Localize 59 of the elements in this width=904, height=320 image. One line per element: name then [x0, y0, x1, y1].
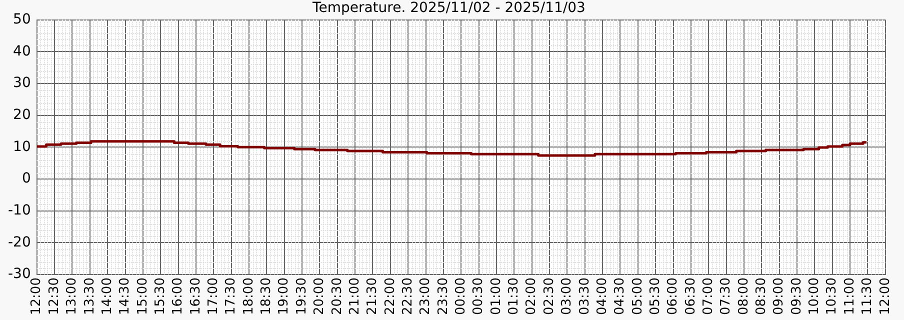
x-tick-label: 10:00 — [807, 278, 822, 316]
x-tick-label: 06:30 — [683, 278, 698, 316]
x-tick-label: 11:00 — [842, 278, 858, 316]
y-tick-label: -10 — [8, 202, 31, 218]
x-tick-label: 06:00 — [666, 278, 681, 316]
x-tick-label: 14:00 — [100, 278, 115, 316]
x-tick-label: 22:00 — [382, 278, 398, 316]
x-tick-label: 16:30 — [188, 278, 204, 316]
x-tick-label: 23:00 — [418, 278, 434, 316]
x-tick-label: 19:30 — [294, 278, 310, 316]
x-tick-label: 20:30 — [330, 278, 345, 316]
x-tick-label: 04:00 — [594, 278, 610, 316]
y-tick-label: 20 — [13, 106, 31, 123]
x-tick-label: 09:00 — [772, 278, 787, 316]
x-tick-label: 14:30 — [118, 278, 133, 316]
x-tick-label: 15:00 — [135, 278, 150, 316]
x-tick-label: 21:00 — [347, 278, 362, 316]
y-tick-label: -30 — [8, 266, 31, 282]
x-tick-label: 15:30 — [152, 278, 168, 316]
x-tick-label: 07:00 — [700, 278, 716, 316]
y-tick-label: -20 — [8, 234, 31, 250]
x-tick-label: 18:30 — [259, 278, 274, 316]
x-tick-label: 03:30 — [577, 278, 592, 316]
x-tick-label: 09:30 — [789, 278, 804, 316]
x-tick-label: 17:30 — [224, 278, 239, 316]
x-tick-label: 13:30 — [82, 278, 98, 316]
x-tick-label: 01:30 — [506, 278, 522, 316]
x-tick-label: 16:00 — [170, 278, 186, 316]
x-tick-label: 20:00 — [312, 278, 328, 316]
y-tick-label: 40 — [13, 43, 31, 60]
x-tick-label: 19:00 — [276, 278, 292, 316]
y-tick-label: 0 — [22, 170, 31, 187]
x-tick-label: 18:00 — [241, 278, 256, 316]
y-tick-label: 10 — [13, 138, 31, 155]
x-tick-label: 11:30 — [860, 278, 876, 316]
x-tick-label: 05:30 — [648, 278, 663, 316]
x-tick-label: 12:00 — [29, 278, 44, 316]
x-tick-label: 13:00 — [64, 278, 80, 316]
x-tick-label: 03:00 — [560, 278, 575, 316]
x-tick-label: 07:30 — [718, 278, 734, 316]
x-tick-label: 22:30 — [400, 278, 416, 316]
x-tick-label: 12:00 — [878, 278, 893, 316]
x-tick-label: 21:30 — [365, 278, 380, 316]
x-tick-label: 02:30 — [542, 278, 557, 316]
x-tick-label: 00:00 — [454, 278, 469, 316]
x-tick-label: 17:00 — [206, 278, 222, 316]
y-tick-label: 50 — [13, 11, 31, 28]
x-tick-label: 01:00 — [488, 278, 504, 316]
x-tick-label: 23:30 — [436, 278, 451, 316]
x-tick-label: 04:30 — [612, 278, 628, 316]
x-tick-label: 00:30 — [471, 278, 486, 316]
x-tick-label: 08:30 — [754, 278, 770, 316]
x-tick-label: 05:00 — [630, 278, 646, 316]
y-tick-label: 30 — [13, 75, 31, 92]
chart-title: Temperature. 2025/11/02 - 2025/11/03 — [312, 0, 586, 16]
x-tick-label: 02:00 — [524, 278, 540, 316]
x-tick-label: 08:00 — [736, 278, 752, 316]
x-tick-label: 12:30 — [46, 278, 62, 316]
x-tick-label: 10:30 — [824, 278, 840, 316]
